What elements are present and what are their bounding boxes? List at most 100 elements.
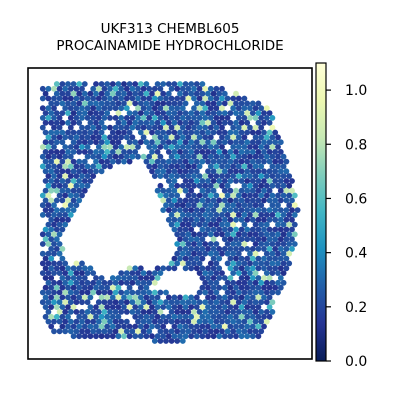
spot xyxy=(48,100,55,107)
spot xyxy=(199,110,206,116)
spot xyxy=(213,202,220,209)
spot xyxy=(115,323,122,330)
spot xyxy=(48,110,55,116)
spot xyxy=(81,100,88,107)
spot xyxy=(87,304,94,310)
spot xyxy=(143,333,150,340)
spot xyxy=(205,168,211,175)
spot xyxy=(132,294,139,301)
spot xyxy=(255,119,262,126)
spot xyxy=(275,182,281,189)
spot xyxy=(263,279,270,286)
spot xyxy=(286,231,293,238)
spot xyxy=(272,246,279,252)
spot xyxy=(84,299,91,306)
spot xyxy=(202,95,209,102)
spot xyxy=(39,115,46,121)
spot xyxy=(157,270,164,276)
spot xyxy=(53,90,60,97)
spot xyxy=(87,139,94,146)
spot xyxy=(258,212,265,218)
spot xyxy=(48,119,55,126)
spot xyxy=(241,182,248,189)
spot xyxy=(73,299,80,306)
spot xyxy=(76,100,83,107)
spot xyxy=(151,163,158,170)
spot xyxy=(112,328,119,335)
spot xyxy=(171,265,178,272)
spot xyxy=(65,100,71,107)
spot xyxy=(193,129,200,136)
spot xyxy=(196,124,203,131)
spot xyxy=(59,178,66,184)
spot xyxy=(137,139,144,146)
spot xyxy=(109,333,116,340)
spot xyxy=(216,313,223,320)
spot xyxy=(219,212,225,218)
spot xyxy=(107,105,113,112)
spot xyxy=(199,81,206,87)
spot xyxy=(252,328,259,335)
spot xyxy=(238,158,245,165)
spot xyxy=(76,90,83,97)
spot xyxy=(154,81,161,87)
spot xyxy=(146,95,153,102)
spot xyxy=(261,187,267,194)
spot xyxy=(219,95,225,102)
spot xyxy=(146,115,153,121)
spot xyxy=(219,182,225,189)
spot xyxy=(163,289,169,296)
spot xyxy=(263,260,270,267)
spot xyxy=(213,115,220,121)
spot xyxy=(79,192,85,199)
spot xyxy=(135,289,141,296)
spot xyxy=(191,250,197,257)
spot xyxy=(174,173,181,180)
spot xyxy=(199,129,206,136)
spot xyxy=(275,250,281,257)
spot xyxy=(135,144,141,150)
spot xyxy=(81,168,88,175)
spot xyxy=(137,304,144,310)
spot xyxy=(261,275,267,281)
spot xyxy=(171,81,178,87)
spot xyxy=(121,275,127,281)
spot xyxy=(177,304,183,310)
spot xyxy=(73,202,80,209)
spot xyxy=(191,144,197,150)
spot xyxy=(151,289,158,296)
spot xyxy=(81,139,88,146)
spot xyxy=(160,158,167,165)
spot xyxy=(272,129,279,136)
spot xyxy=(238,294,245,301)
spot xyxy=(171,207,178,214)
spot xyxy=(255,158,262,165)
spot xyxy=(244,149,251,155)
spot xyxy=(241,260,248,267)
spot xyxy=(238,168,245,175)
spot xyxy=(247,299,253,306)
spot xyxy=(247,318,253,325)
spot xyxy=(95,318,102,325)
spot xyxy=(165,90,172,97)
spot xyxy=(216,226,223,233)
spot xyxy=(165,100,172,107)
spot xyxy=(230,328,237,335)
spot xyxy=(121,158,127,165)
spot xyxy=(283,265,290,272)
spot xyxy=(252,192,259,199)
spot xyxy=(219,153,225,160)
spot xyxy=(168,318,175,325)
spot xyxy=(258,221,265,228)
spot xyxy=(149,323,155,330)
spot xyxy=(121,119,127,126)
spot xyxy=(205,226,211,233)
spot xyxy=(241,192,248,199)
spot xyxy=(255,333,262,340)
spot xyxy=(233,216,239,223)
spot xyxy=(39,153,46,160)
spot xyxy=(185,124,192,131)
spot xyxy=(258,328,265,335)
spot xyxy=(238,129,245,136)
spot xyxy=(51,328,57,335)
